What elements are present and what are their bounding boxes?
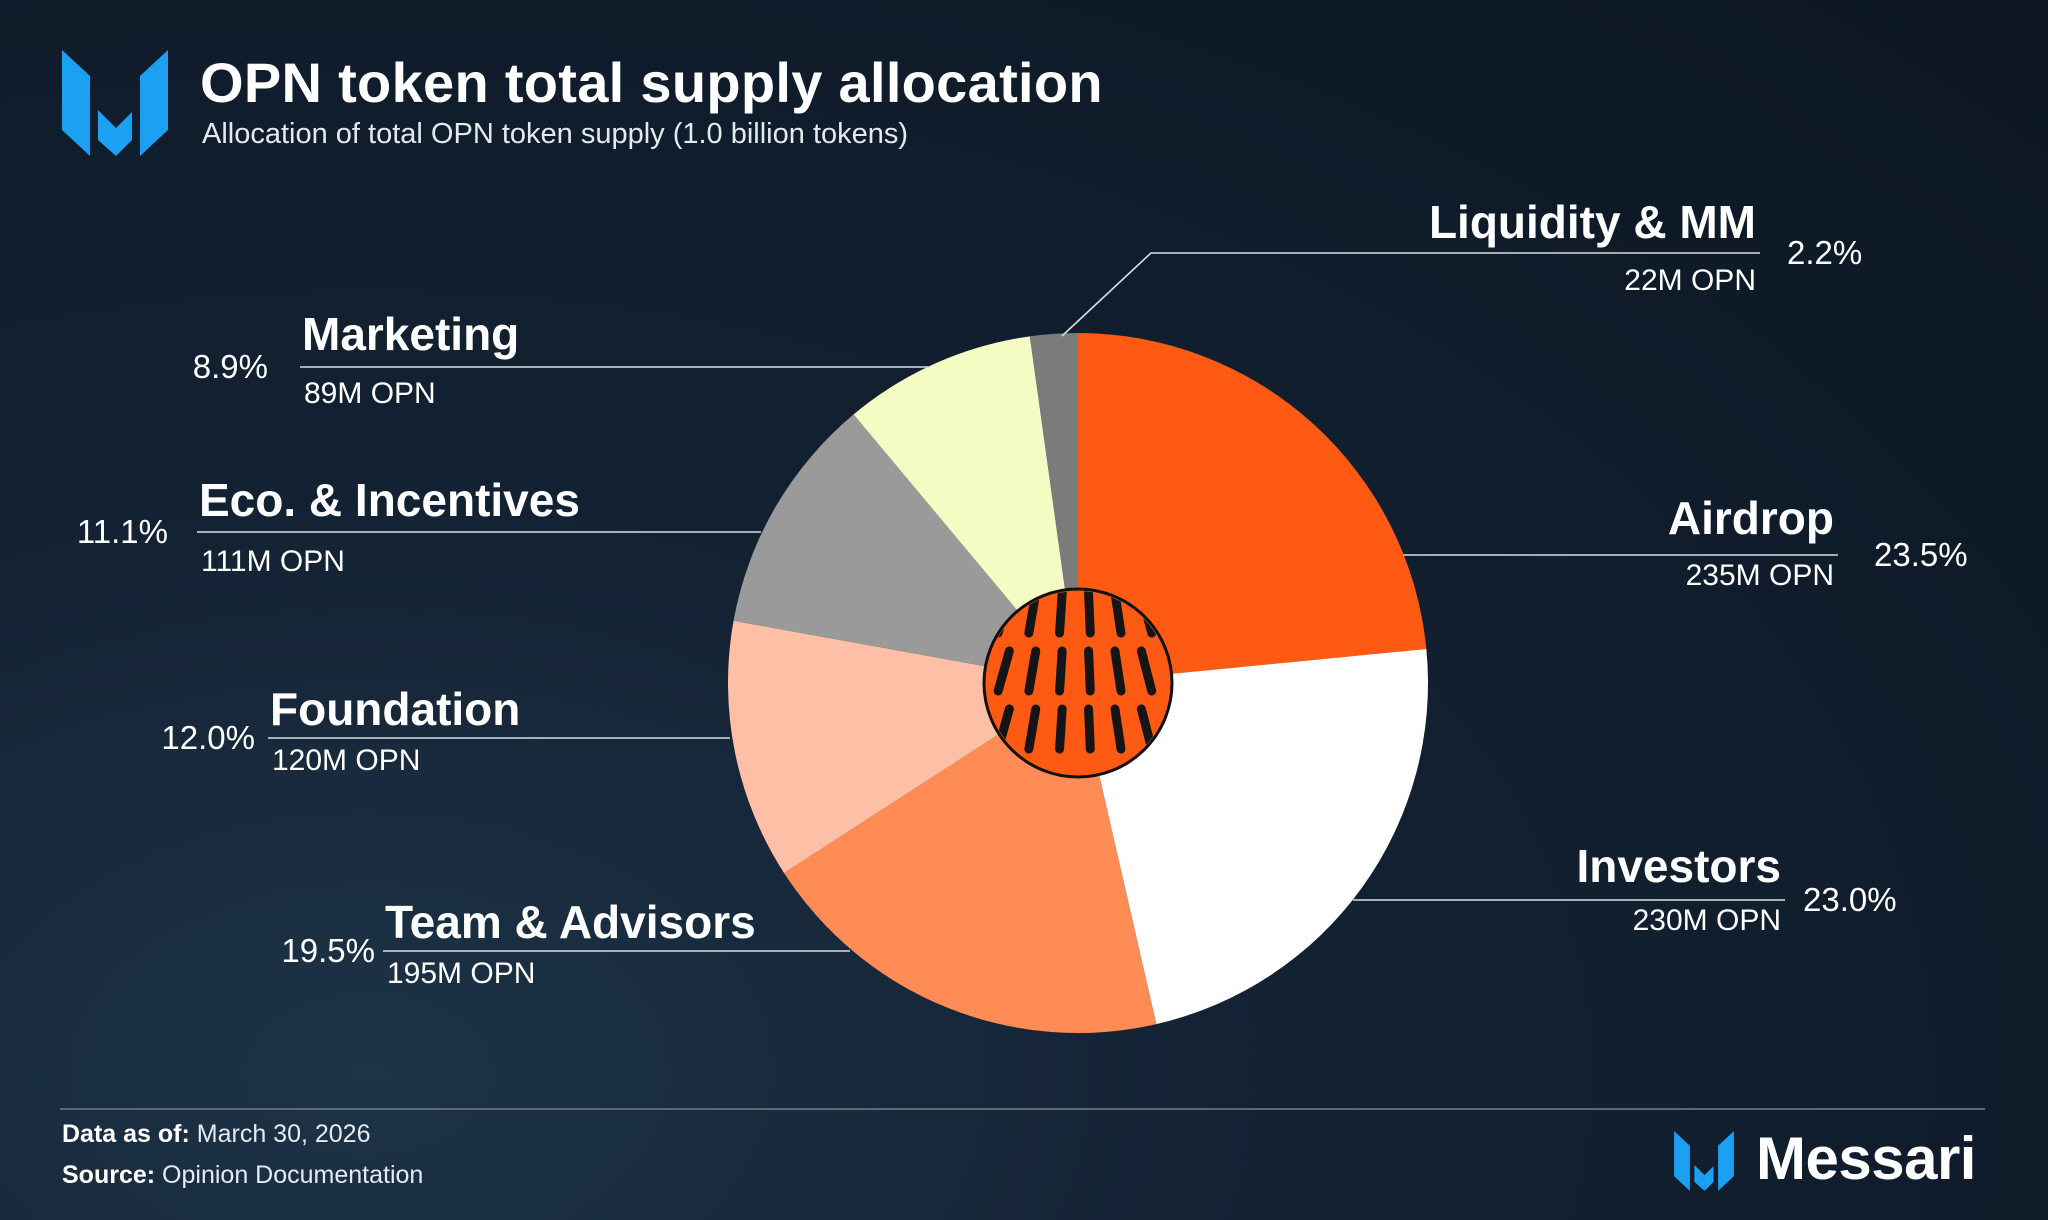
slice-label-foundation: Foundation [270,683,520,735]
footer-divider [60,1108,1985,1110]
slice-label-eco-incentives: Eco. & Incentives [199,474,580,526]
data-as-of: Data as of: March 30, 2026 [62,1120,370,1149]
slice-amount-marketing: 89M OPN [304,377,436,410]
slice-amount-eco-incentives: 111M OPN [201,545,345,578]
slice-labels: Airdrop 235M OPN 23.5% Investors 230M OPN 23.… [77,196,1968,990]
slice-label-investors: Investors [1576,840,1781,892]
pie-slice-airdrop [1078,333,1427,683]
slice-amount-foundation: 120M OPN [272,744,420,777]
slice-percent-marketing: 8.9% [193,348,268,385]
data-as-of-value: March 30, 2026 [196,1120,371,1148]
pie-slice-marketing [853,336,1078,683]
slice-percent-eco-incentives: 11.1% [77,513,168,550]
slice-amount-airdrop: 235M OPN [1686,559,1834,592]
slice-percent-team-advisors: 19.5% [281,932,375,969]
slice-label-liquidity-mm: Liquidity & MM [1429,196,1756,248]
data-as-of-label: Data as of: [62,1120,190,1148]
chart-subtitle: Allocation of total OPN token supply (1.… [202,118,909,150]
slice-amount-investors: 230M OPN [1633,904,1781,937]
pie-slice-eco-incentives [733,414,1078,683]
opinion-logo-icon [982,587,1174,779]
center-logo-disc [982,587,1174,779]
slice-label-airdrop: Airdrop [1668,492,1834,544]
source-value: Opinion Documentation [162,1161,424,1189]
slice-label-team-advisors: Team & Advisors [385,896,756,948]
slice-percent-foundation: 12.0% [161,719,255,756]
messari-brand: Messari [1672,1124,2002,1194]
chart-title: OPN token total supply allocation [200,51,1103,114]
slice-percent-liquidity-mm: 2.2% [1787,234,1862,271]
source: Source: Opinion Documentation [62,1161,423,1190]
slice-amount-team-advisors: 195M OPN [387,957,535,990]
pie-slice-investors [1078,649,1429,1025]
pie-slices [727,333,1429,1033]
leader-line-liquidity-mm [1061,252,1760,337]
source-label: Source: [62,1161,156,1189]
leader-lines [197,252,1838,952]
messari-wordmark: Messari [1756,1125,1976,1192]
slice-amount-liquidity-mm: 22M OPN [1624,264,1756,297]
slice-label-marketing: Marketing [302,308,519,360]
messari-logo-icon [62,50,168,156]
messari-brand-icon [1674,1131,1734,1191]
slice-percent-airdrop: 23.5% [1874,536,1968,573]
slice-percent-investors: 23.0% [1803,881,1897,918]
